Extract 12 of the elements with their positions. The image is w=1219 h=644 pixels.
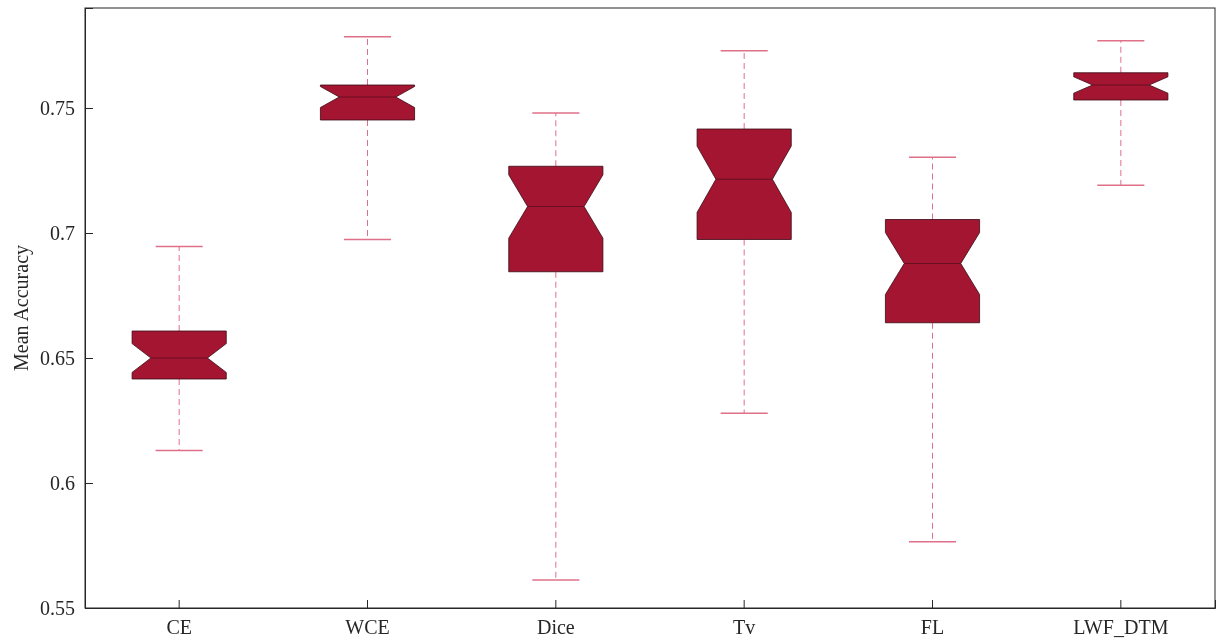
x-tick-label: CE bbox=[166, 616, 192, 639]
x-tick-label: FL bbox=[920, 616, 945, 639]
y-axis-title: Mean Accuracy bbox=[10, 244, 33, 372]
y-tick-label: 0.7 bbox=[50, 221, 75, 244]
x-tick-label: LWF_DTM bbox=[1073, 616, 1169, 639]
y-tick-label: 0.55 bbox=[40, 596, 75, 619]
x-tick-label: Dice bbox=[536, 616, 575, 639]
x-tick-label: Tv bbox=[733, 616, 756, 639]
y-tick-label: 0.65 bbox=[40, 346, 75, 369]
y-tick-label: 0.75 bbox=[40, 96, 75, 119]
x-tick-label: WCE bbox=[345, 616, 390, 639]
y-tick-label: 0.6 bbox=[50, 471, 75, 494]
